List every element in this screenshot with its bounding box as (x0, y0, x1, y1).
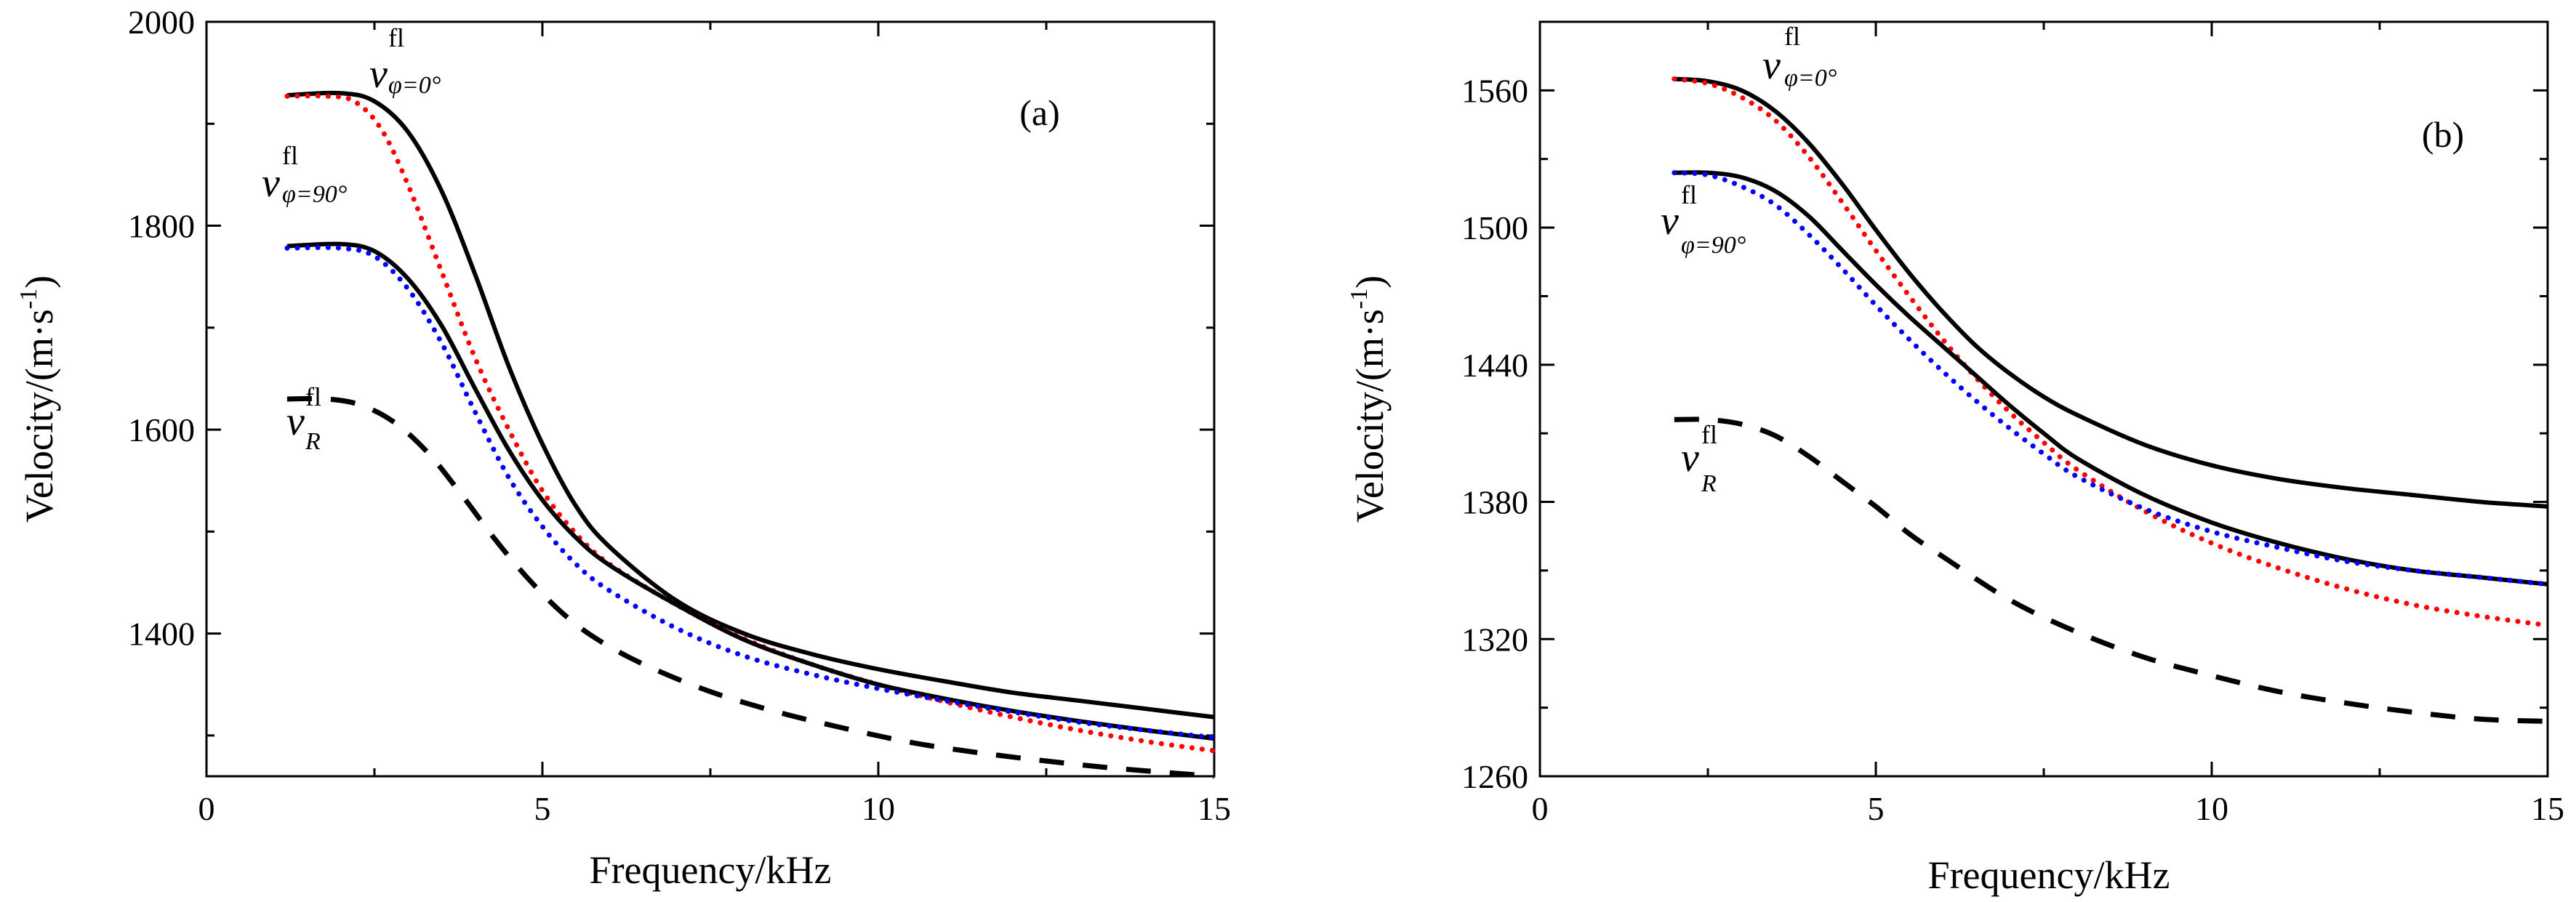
tick-labels: 0 5 10 15 1400 1600 1800 2000 (128, 4, 1231, 827)
series-line-dotted-3 (284, 245, 1217, 741)
x-tick-label: 15 (1197, 790, 1231, 827)
annotation-sup: fl (388, 23, 404, 52)
y-tick-label: 1380 (1461, 484, 1528, 521)
annotation-sub: φ=0° (1784, 65, 1837, 92)
annotation-v-phi-90: v fl φ=90° (262, 141, 348, 208)
annotation-main: v (1681, 435, 1699, 480)
annotation-main: v (1762, 43, 1781, 88)
y-tick-label: 1560 (1461, 72, 1528, 109)
series-line-solid-0 (1674, 76, 2548, 509)
x-axis-title: Frequency/kHz (1928, 853, 2170, 897)
x-tick-label: 5 (534, 790, 551, 827)
x-tick-label: 0 (1532, 790, 1549, 827)
x-tick-label: 5 (1868, 790, 1885, 827)
series-line-dotted-1 (284, 93, 1217, 754)
annotation-main: v (286, 399, 305, 444)
annotation-sub: R (1701, 470, 1717, 497)
annotation-sup: fl (305, 382, 321, 411)
annotation-v-phi-0: v fl φ=0° (369, 23, 441, 99)
annotation-sub: φ=90° (1681, 232, 1746, 259)
axis-ticks (205, 20, 1216, 776)
annotation-sub: φ=0° (388, 72, 441, 99)
annotation-main: v (262, 161, 280, 206)
series-group (1672, 76, 2551, 724)
annotation-sup: fl (1701, 420, 1717, 449)
panel-label: (b) (2422, 114, 2464, 155)
y-tick-label: 1500 (1461, 209, 1528, 246)
series-line-solid-0 (286, 90, 1215, 720)
y-tick-label: 2000 (128, 4, 195, 41)
panel-a: 0 5 10 15 1400 1600 1800 2000 (a) Frequency/kHz… (15, 4, 1231, 892)
y-tick-label: 1400 (128, 616, 195, 653)
axis-ticks (1538, 22, 2549, 778)
tick-labels: 0 5 10 15 1260 1320 1380 1440 1500 1560 (1461, 72, 2564, 827)
series-line-dashed-4 (1674, 416, 2548, 724)
annotation-v-phi-0: v fl φ=0° (1762, 22, 1837, 92)
x-tick-label: 0 (198, 790, 215, 827)
annotation-sup: fl (1784, 22, 1800, 51)
y-tick-label: 1800 (128, 208, 195, 245)
y-tick-label: 1260 (1461, 758, 1528, 795)
annotation-v-phi-90: v fl φ=90° (1661, 180, 1746, 259)
annotation-main: v (1661, 198, 1679, 243)
x-tick-label: 10 (2195, 790, 2228, 827)
series-group (284, 90, 1217, 779)
x-axis-title: Frequency/kHz (590, 848, 832, 892)
annotation-v-r: v fl R (286, 382, 321, 455)
y-tick-label: 1320 (1461, 621, 1528, 658)
annotation-main: v (369, 52, 388, 97)
y-axis-title: Velocity/(m·s-1) (15, 275, 61, 523)
annotation-sup: fl (282, 141, 298, 170)
plot-frame (205, 20, 1216, 778)
series-line-solid-2 (286, 241, 1215, 741)
series-line-dashed-4 (286, 395, 1215, 779)
y-tick-label: 1600 (128, 411, 195, 448)
panel-label: (a) (1019, 92, 1060, 133)
y-tick-label: 1440 (1461, 347, 1528, 384)
annotation-v-r: v fl R (1681, 420, 1717, 497)
annotation-sub: R (305, 428, 321, 455)
annotation-sub: φ=90° (282, 181, 348, 208)
series-line-dotted-3 (1672, 170, 2551, 587)
annotation-sup: fl (1681, 180, 1697, 209)
series-line-solid-2 (1674, 170, 2548, 587)
x-tick-label: 10 (862, 790, 895, 827)
x-tick-label: 15 (2531, 790, 2564, 827)
panel-b: 0 5 10 15 1260 1320 1380 1440 1500 1560 (b) Frequ… (1346, 20, 2564, 897)
y-axis-title: Velocity/(m·s-1) (1346, 275, 1392, 523)
series-line-dotted-1 (1672, 76, 2551, 628)
